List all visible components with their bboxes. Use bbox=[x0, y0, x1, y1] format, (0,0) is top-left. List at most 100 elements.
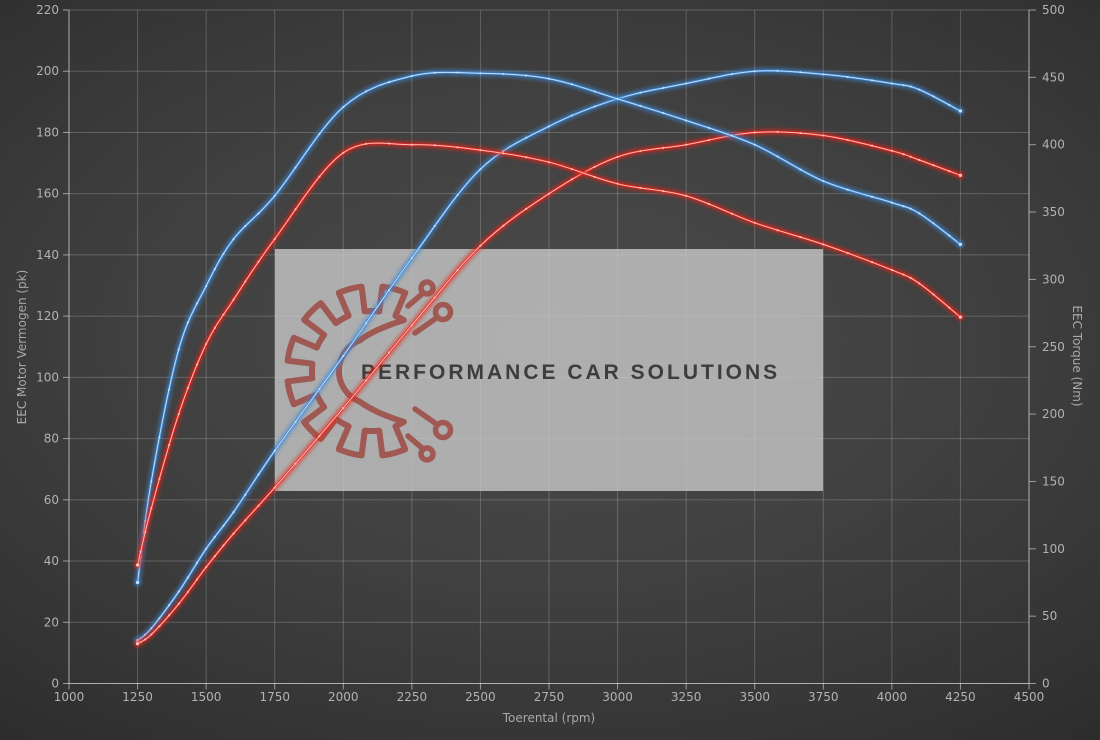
data-point-dot bbox=[158, 617, 161, 620]
data-point-dot bbox=[799, 131, 802, 135]
data-point-dot bbox=[139, 550, 142, 553]
x-tick-label: 3500 bbox=[739, 690, 770, 704]
data-point-dot bbox=[870, 144, 874, 147]
right-tick-label: 350 bbox=[1042, 205, 1065, 219]
data-point-dot bbox=[707, 77, 711, 80]
data-point-dot bbox=[616, 182, 619, 185]
x-axis-title: Toerental (rpm) bbox=[502, 711, 596, 725]
data-point-dot bbox=[525, 156, 528, 159]
data-point-dot bbox=[257, 473, 260, 476]
data-point-dot bbox=[948, 103, 951, 107]
data-point-dot bbox=[177, 602, 180, 606]
data-point-dot bbox=[144, 520, 147, 523]
data-point-dot bbox=[918, 212, 921, 215]
data-point-dot bbox=[909, 276, 912, 280]
data-point-dot bbox=[948, 234, 951, 237]
data-point-dot bbox=[158, 477, 161, 480]
right-tick-label: 0 bbox=[1042, 677, 1050, 691]
left-axis-title: EEC Motor Vermogen (pk) bbox=[15, 269, 29, 425]
data-point-dot bbox=[213, 535, 216, 539]
data-point-dot bbox=[387, 80, 391, 84]
data-point-dot bbox=[167, 614, 171, 617]
x-tick-label: 1250 bbox=[122, 690, 153, 704]
data-point-dot bbox=[918, 88, 921, 91]
data-point-dot bbox=[150, 627, 153, 630]
data-point-dot bbox=[948, 306, 951, 309]
data-point-dot bbox=[205, 342, 208, 346]
data-point-dot bbox=[707, 126, 711, 129]
data-point-dot bbox=[150, 507, 153, 510]
data-point-dot bbox=[167, 604, 171, 607]
data-point-dot bbox=[662, 189, 665, 193]
data-point-dot bbox=[870, 195, 874, 198]
data-point-dot bbox=[186, 576, 189, 579]
data-point-dot bbox=[257, 504, 260, 507]
data-point-dot bbox=[257, 260, 260, 263]
data-point-dot bbox=[222, 524, 225, 527]
data-point-dot bbox=[387, 142, 391, 145]
data-point-dot bbox=[456, 71, 459, 74]
data-point-dot bbox=[318, 132, 321, 136]
data-point-dot bbox=[662, 146, 665, 149]
data-point-dot bbox=[150, 633, 153, 636]
data-point-dot bbox=[195, 578, 199, 581]
data-point-dot bbox=[753, 131, 756, 134]
left-tick-label: 40 bbox=[44, 554, 59, 568]
watermark: PERFORMANCE CAR SOLUTIONS bbox=[275, 249, 823, 491]
data-point-dot bbox=[479, 168, 482, 171]
data-point-dot bbox=[902, 205, 905, 208]
data-point-dot bbox=[639, 149, 642, 153]
data-point-dot bbox=[685, 119, 688, 122]
data-point-dot bbox=[776, 229, 779, 232]
right-tick-label: 300 bbox=[1042, 272, 1065, 286]
data-point-dot bbox=[890, 82, 893, 85]
data-point-dot bbox=[570, 167, 573, 171]
data-point-dot bbox=[502, 149, 505, 153]
data-point-dot bbox=[730, 72, 733, 76]
left-tick-label: 80 bbox=[44, 432, 59, 446]
x-tick-label: 4500 bbox=[1014, 690, 1045, 704]
right-tick-label: 250 bbox=[1042, 340, 1065, 354]
data-point-dot bbox=[222, 544, 225, 547]
data-point-dot bbox=[799, 235, 802, 239]
data-point-dot bbox=[730, 134, 733, 137]
data-point-dot bbox=[144, 633, 147, 636]
data-point-dot bbox=[593, 90, 596, 93]
data-point-dot bbox=[232, 532, 235, 535]
data-point-dot bbox=[502, 72, 505, 76]
data-point-dot bbox=[870, 79, 874, 82]
x-tick-label: 2250 bbox=[397, 690, 428, 704]
data-point-dot bbox=[177, 413, 180, 416]
data-point-dot bbox=[707, 138, 711, 142]
data-point-dot bbox=[846, 75, 849, 79]
right-axis-title: EEC Torque (Nm) bbox=[1070, 305, 1084, 407]
data-point-dot bbox=[753, 143, 756, 146]
data-point-dot bbox=[822, 73, 825, 76]
left-tick-label: 220 bbox=[36, 3, 59, 17]
data-point-dot bbox=[167, 444, 171, 447]
data-point-dot bbox=[410, 143, 413, 146]
data-point-dot bbox=[433, 144, 436, 147]
data-point-dot bbox=[639, 186, 642, 190]
x-tick-label: 3000 bbox=[602, 690, 633, 704]
data-point-dot bbox=[205, 566, 208, 569]
data-point-dot bbox=[244, 519, 247, 522]
data-point-dot bbox=[870, 261, 874, 264]
data-point-dot bbox=[479, 148, 482, 152]
x-tick-label: 3750 bbox=[808, 690, 839, 704]
data-point-dot bbox=[753, 70, 756, 73]
data-point-dot bbox=[525, 207, 528, 210]
data-point-dot bbox=[136, 639, 139, 642]
data-point-dot bbox=[902, 273, 905, 276]
data-point-dot bbox=[846, 138, 849, 142]
data-point-dot bbox=[342, 105, 345, 109]
data-point-dot bbox=[890, 201, 893, 204]
data-point-dot bbox=[502, 224, 505, 227]
left-tick-label: 120 bbox=[36, 309, 59, 323]
left-tick-label: 100 bbox=[36, 370, 59, 384]
data-point-dot bbox=[932, 95, 935, 98]
data-point-dot bbox=[195, 363, 199, 366]
data-point-dot bbox=[136, 563, 139, 567]
data-point-dot bbox=[730, 134, 733, 137]
data-point-dot bbox=[616, 97, 619, 101]
